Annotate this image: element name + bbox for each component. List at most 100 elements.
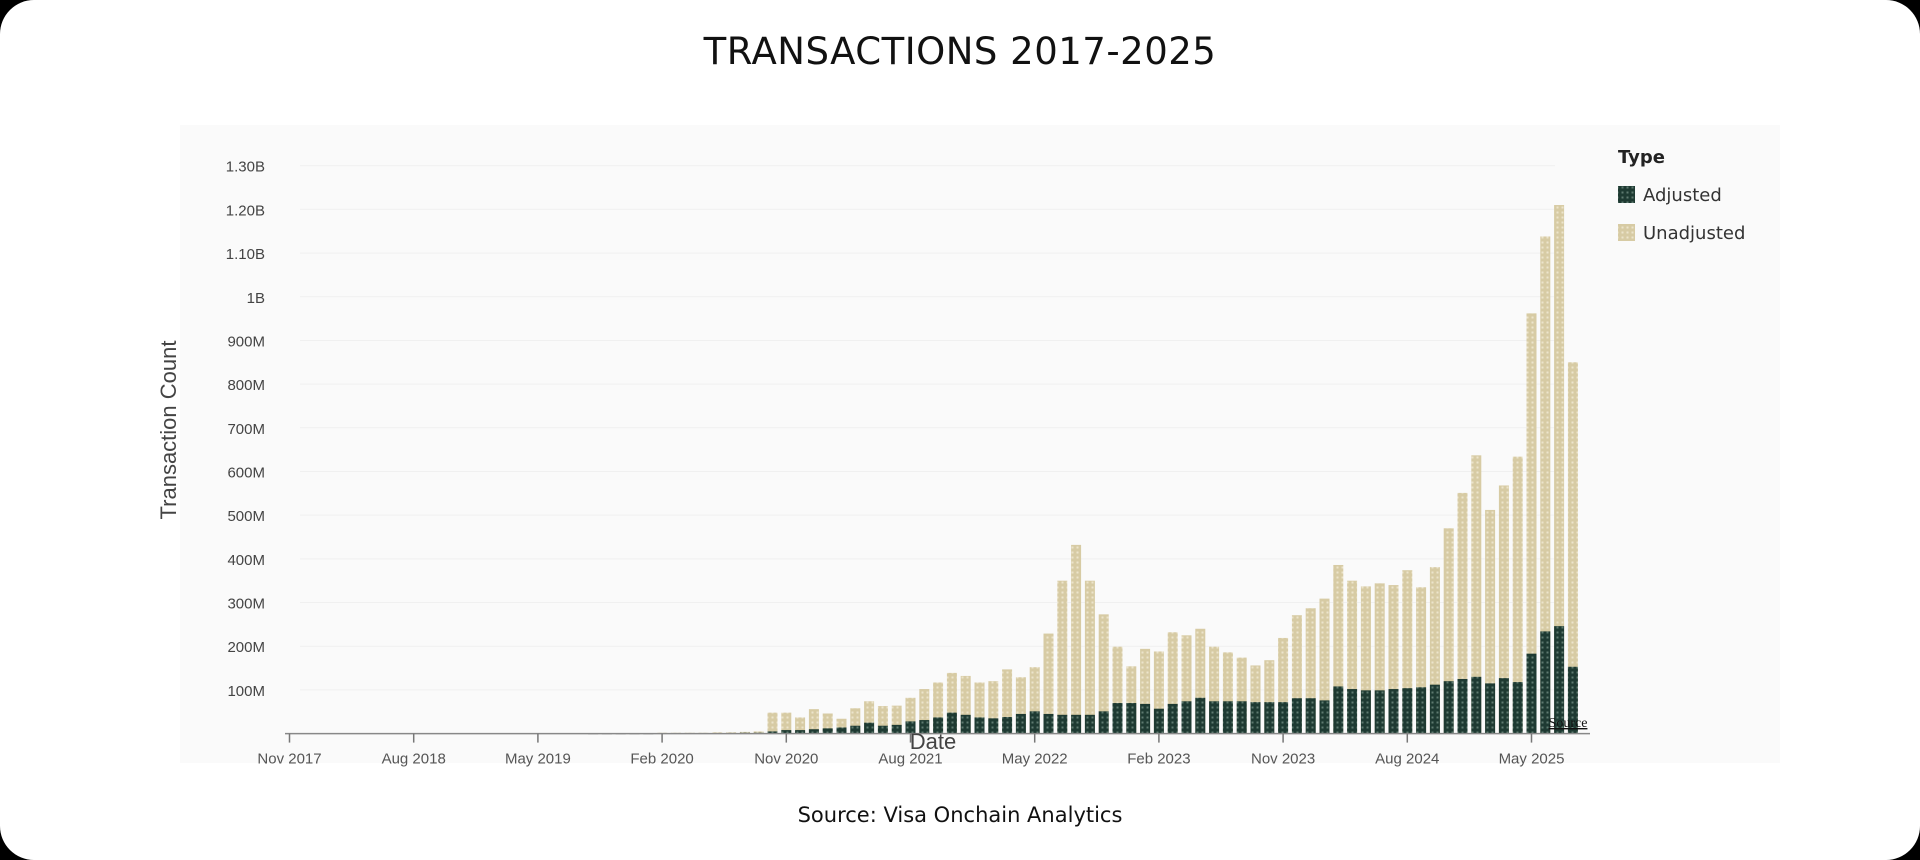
bar-adjusted-2022-01 xyxy=(974,717,985,734)
bar-unadjusted-2024-12 xyxy=(1457,492,1468,734)
bar-unadjusted-2021-11 xyxy=(946,672,957,734)
bar-unadjusted-2024-10 xyxy=(1429,567,1440,734)
bar-adjusted-2020-10 xyxy=(767,731,778,734)
bar-unadjusted-2022-12 xyxy=(1126,666,1137,734)
bar-unadjusted-2020-09 xyxy=(753,731,764,734)
bar-unadjusted-2025-01 xyxy=(1471,455,1482,734)
bar-adjusted-2021-08 xyxy=(905,721,916,734)
y-tick-label: 500M xyxy=(227,508,265,525)
legend-swatch-adjusted xyxy=(1618,186,1635,203)
bar-adjusted-2024-10 xyxy=(1429,684,1440,734)
bar-adjusted-2022-09 xyxy=(1084,714,1095,734)
x-tick-label: May 2025 xyxy=(1499,751,1565,768)
y-tick-label: 400M xyxy=(227,552,265,569)
bar-unadjusted-2024-07 xyxy=(1388,585,1399,734)
x-axis-label: Date xyxy=(910,729,956,754)
source-link[interactable]: Source xyxy=(1549,716,1588,731)
bar-adjusted-2025-05 xyxy=(1526,653,1537,734)
x-tick-label: May 2019 xyxy=(505,751,571,768)
bar-adjusted-2021-10 xyxy=(933,717,944,734)
y-tick-label: 100M xyxy=(227,683,265,700)
bar-adjusted-2025-01 xyxy=(1471,676,1482,734)
bar-adjusted-2025-03 xyxy=(1498,678,1509,734)
bar-unadjusted-2024-04 xyxy=(1347,580,1358,734)
bar-unadjusted-2023-05 xyxy=(1195,628,1206,734)
bar-unadjusted-2022-09 xyxy=(1084,580,1095,734)
bar-adjusted-2020-11 xyxy=(781,730,792,734)
bar-adjusted-2022-11 xyxy=(1112,703,1123,734)
bar-unadjusted-2021-05 xyxy=(864,701,875,734)
bar-adjusted-2022-07 xyxy=(1057,714,1068,734)
bar-unadjusted-2024-02 xyxy=(1319,598,1330,734)
bar-adjusted-2021-09 xyxy=(919,720,930,734)
bar-adjusted-2025-02 xyxy=(1485,683,1496,734)
bar-adjusted-2021-02 xyxy=(822,728,833,734)
bar-unadjusted-2021-12 xyxy=(960,675,971,734)
bar-unadjusted-2021-04 xyxy=(850,708,861,734)
y-tick-label: 800M xyxy=(227,377,265,394)
y-tick-label: 1.10B xyxy=(226,246,265,263)
bar-unadjusted-2023-12 xyxy=(1291,615,1302,734)
bar-adjusted-2020-12 xyxy=(795,730,806,734)
bar-unadjusted-2023-02 xyxy=(1153,651,1164,734)
bar-unadjusted-2022-01 xyxy=(974,682,985,734)
bar-adjusted-2024-01 xyxy=(1305,698,1316,734)
x-tick-label: May 2022 xyxy=(1002,751,1068,768)
bar-unadjusted-2021-02 xyxy=(822,713,833,734)
bar-unadjusted-2021-01 xyxy=(808,709,819,734)
legend: Type Adjusted Unadjusted xyxy=(1618,147,1745,244)
x-tick-label: Nov 2017 xyxy=(257,751,321,768)
bar-unadjusted-2022-07 xyxy=(1057,580,1068,734)
bar-adjusted-2024-06 xyxy=(1374,690,1385,734)
bar-unadjusted-2025-02 xyxy=(1485,509,1496,734)
bar-unadjusted-2023-04 xyxy=(1181,635,1192,734)
legend-label-unadjusted: Unadjusted xyxy=(1643,223,1745,244)
bar-adjusted-2023-09 xyxy=(1250,702,1261,734)
bar-adjusted-2023-12 xyxy=(1291,698,1302,734)
page-title: TRANSACTIONS 2017-2025 xyxy=(703,30,1217,73)
bar-unadjusted-2021-08 xyxy=(905,697,916,734)
bar-unadjusted-2025-03 xyxy=(1498,485,1509,734)
y-tick-label: 200M xyxy=(227,639,265,656)
y-tick-label: 300M xyxy=(227,596,265,613)
x-tick-label: Aug 2024 xyxy=(1375,751,1439,768)
bar-unadjusted-2024-06 xyxy=(1374,583,1385,734)
bar-unadjusted-2020-11 xyxy=(781,712,792,734)
bar-unadjusted-2022-11 xyxy=(1112,646,1123,734)
bar-adjusted-2022-05 xyxy=(1029,711,1040,734)
x-tick-label: Aug 2021 xyxy=(878,751,942,768)
bar-unadjusted-2022-10 xyxy=(1098,614,1109,734)
bar-adjusted-2024-05 xyxy=(1360,690,1371,734)
legend-swatch-unadjusted xyxy=(1618,224,1635,241)
bar-adjusted-2021-07 xyxy=(891,724,902,734)
bar-adjusted-2023-06 xyxy=(1209,701,1220,734)
y-axis-label: Transaction Count xyxy=(156,341,181,520)
bar-adjusted-2021-03 xyxy=(836,727,847,734)
bar-unadjusted-2025-04 xyxy=(1512,456,1523,734)
bar-unadjusted-2022-03 xyxy=(1002,669,1013,734)
bar-adjusted-2024-09 xyxy=(1416,687,1427,734)
bar-unadjusted-2025-06 xyxy=(1540,236,1551,734)
bar-adjusted-2025-06 xyxy=(1540,631,1551,734)
bar-adjusted-2022-04 xyxy=(1015,713,1026,734)
bar-unadjusted-2023-10 xyxy=(1264,660,1275,734)
bar-unadjusted-2024-08 xyxy=(1402,570,1413,734)
bar-adjusted-2022-02 xyxy=(988,718,999,734)
bar-adjusted-2023-10 xyxy=(1264,702,1275,734)
bar-unadjusted-2023-07 xyxy=(1222,652,1233,734)
bar-unadjusted-2024-03 xyxy=(1333,564,1344,734)
legend-label-adjusted: Adjusted xyxy=(1643,185,1722,206)
bar-unadjusted-2023-01 xyxy=(1140,648,1151,734)
y-tick-label: 700M xyxy=(227,421,265,438)
bar-adjusted-2024-03 xyxy=(1333,686,1344,734)
bar-unadjusted-2022-04 xyxy=(1015,677,1026,734)
bar-adjusted-2023-11 xyxy=(1278,702,1289,734)
bar-adjusted-2024-04 xyxy=(1347,689,1358,734)
bar-unadjusted-2021-03 xyxy=(836,718,847,734)
bar-adjusted-2023-05 xyxy=(1195,697,1206,734)
bar-adjusted-2023-03 xyxy=(1167,703,1178,734)
bar-adjusted-2024-11 xyxy=(1443,681,1454,734)
bar-adjusted-2021-11 xyxy=(946,712,957,734)
y-tick-label: 900M xyxy=(227,333,265,350)
bar-unadjusted-2025-05 xyxy=(1526,313,1537,734)
